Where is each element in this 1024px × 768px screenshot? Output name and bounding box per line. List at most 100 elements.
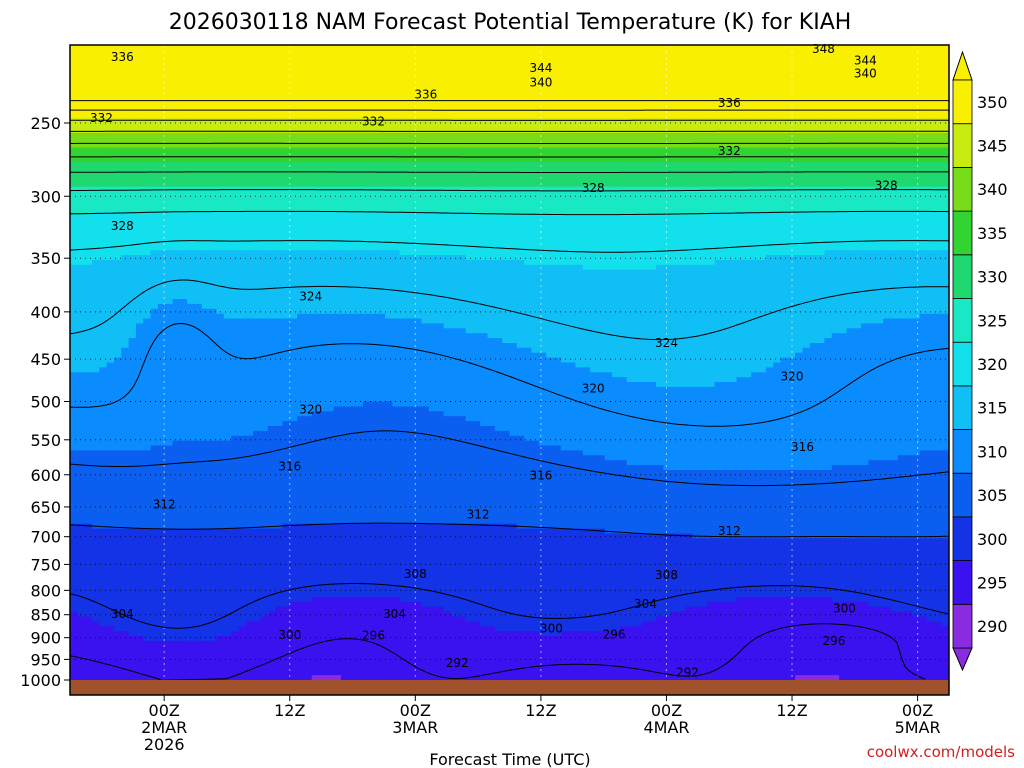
fill-cell [201, 196, 210, 202]
fill-cell [319, 132, 327, 139]
fill-cell [927, 74, 935, 80]
fill-cell [831, 181, 840, 188]
fill-cell [516, 142, 525, 149]
fill-cell [941, 54, 949, 61]
fill-cell [875, 167, 884, 173]
fill-cell [238, 108, 247, 114]
fill-cell [656, 191, 664, 197]
fill-cell [304, 69, 313, 75]
fill-cell [663, 220, 672, 227]
fill-cell [839, 64, 847, 70]
fill-cell [919, 93, 928, 100]
fill-cell [780, 64, 789, 70]
fill-cell [875, 123, 884, 129]
fill-cell [853, 225, 862, 232]
fill-cell [546, 176, 554, 183]
fill-cell [612, 240, 620, 246]
fill-cell [560, 147, 569, 154]
fill-cell [194, 191, 203, 197]
fill-cell [707, 167, 716, 173]
fill-cell [194, 225, 203, 232]
fill-cell [839, 176, 847, 183]
fill-cell [897, 157, 906, 163]
fill-cell [128, 137, 137, 144]
fill-cell [670, 147, 679, 154]
fill-cell [275, 152, 283, 158]
fill-cell [363, 191, 371, 197]
fill-cell [656, 89, 664, 95]
fill-cell [509, 245, 518, 251]
fill-cell [99, 142, 108, 149]
fill-cell [597, 245, 606, 251]
fill-cell [780, 98, 789, 105]
fill-cell [392, 196, 401, 202]
fill-cell [839, 191, 847, 197]
fill-cell [377, 74, 386, 80]
fill-cell [663, 74, 672, 80]
fill-cell [348, 245, 357, 251]
fill-cell [758, 123, 767, 129]
fill-cell [289, 172, 298, 178]
fill-cell [582, 181, 591, 188]
fill-cell [524, 137, 533, 144]
fill-cell [135, 64, 144, 70]
fill-cell [582, 84, 591, 90]
fill-cell [179, 162, 188, 168]
fill-cell [253, 206, 261, 212]
fill-cell [421, 98, 430, 105]
fill-cell [568, 137, 576, 144]
fill-cell [634, 181, 642, 188]
fill-cell [831, 84, 840, 90]
fill-cell [494, 152, 503, 158]
fill-cell [436, 123, 445, 129]
fill-cell [128, 98, 137, 105]
fill-cell [414, 103, 423, 110]
fill-cell [201, 172, 210, 178]
fill-cell [941, 167, 949, 173]
fill-cell [70, 79, 78, 85]
fill-cell [509, 196, 518, 202]
fill-cell [253, 216, 261, 222]
fill-cell [392, 93, 401, 100]
fill-cell [106, 123, 115, 129]
fill-cell [370, 181, 379, 188]
fill-cell [509, 118, 518, 124]
fill-cell [267, 157, 276, 163]
fill-cell [531, 167, 540, 173]
fill-cell [502, 84, 511, 90]
fill-cell [238, 74, 247, 80]
fill-cell [450, 108, 459, 114]
fill-cell [612, 93, 620, 100]
fill-cell [253, 157, 261, 163]
fill-cell [575, 45, 584, 51]
fill-cell [84, 220, 93, 227]
fill-cell [289, 157, 298, 163]
fill-cell [714, 54, 723, 61]
fill-cell [883, 220, 891, 227]
fill-cell [568, 152, 576, 158]
fill-cell [150, 113, 159, 119]
fill-cell [363, 216, 371, 222]
fill-cell [846, 240, 855, 246]
fill-cell [341, 79, 349, 85]
fill-cell [927, 64, 935, 70]
fill-cell [846, 196, 855, 202]
fill-cell [363, 152, 371, 158]
fill-cell [516, 69, 525, 75]
fill-cell [135, 216, 144, 222]
fill-cell [795, 225, 804, 232]
fill-cell [568, 172, 576, 178]
fill-cell [223, 132, 232, 139]
fill-cell [656, 206, 664, 212]
fill-cell [304, 54, 313, 61]
fill-cell [355, 128, 364, 134]
fill-cell [524, 74, 533, 80]
fill-cell [201, 162, 210, 168]
fill-cell [465, 225, 474, 232]
fill-cell [809, 152, 818, 158]
fill-cell [560, 235, 569, 241]
fill-cell [612, 118, 620, 124]
fill-cell [553, 235, 562, 241]
fill-cell [465, 123, 474, 129]
fill-cell [502, 240, 511, 246]
